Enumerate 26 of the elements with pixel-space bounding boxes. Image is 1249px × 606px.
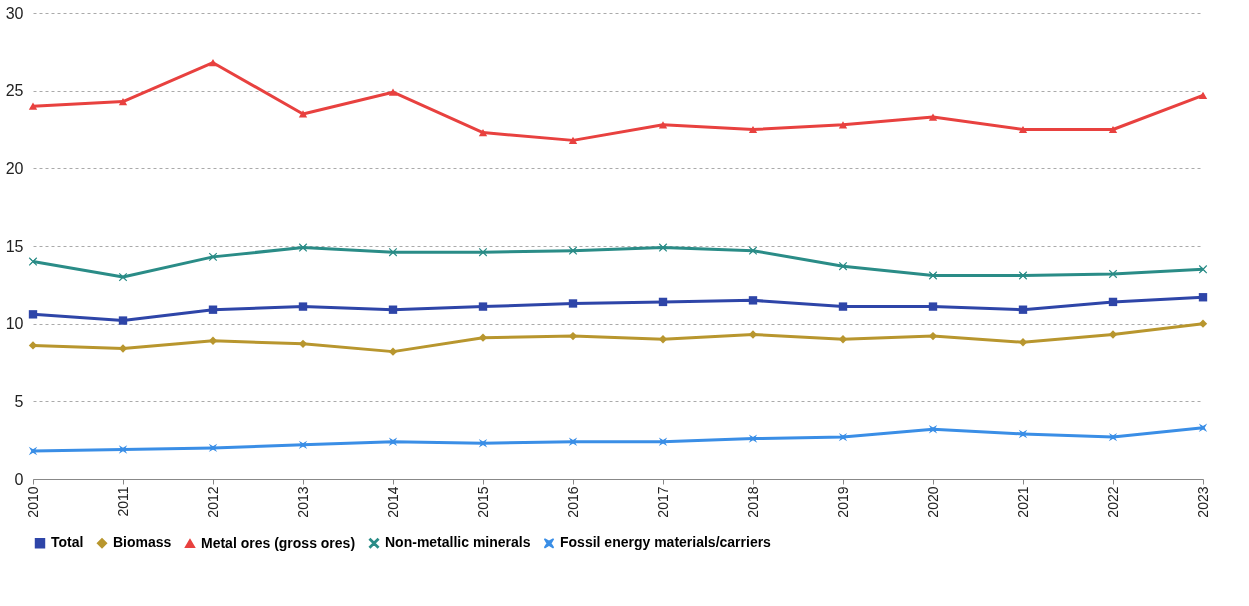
x-tick-label: 2017	[654, 486, 671, 518]
x-tick-label: 2014	[384, 486, 401, 518]
x-tick-label: 2019	[834, 486, 851, 518]
y-tick-label: 5	[14, 392, 24, 410]
x-tick-label: 2015	[474, 486, 491, 518]
x-tick-label: 2018	[744, 486, 761, 518]
legend-label: Biomass	[113, 534, 172, 551]
y-tick-label: 0	[14, 470, 24, 488]
legend-label: Non-metallic minerals	[385, 534, 531, 551]
y-tick-label: 25	[5, 82, 24, 100]
x-tick-label: 2012	[204, 486, 221, 518]
y-tick-label: 10	[5, 315, 24, 333]
x-tick-label: 2020	[924, 486, 941, 518]
x-tick-label: 2023	[1194, 486, 1211, 518]
x-tick-label: 2011	[114, 486, 131, 517]
x-tick-label: 2010	[24, 486, 41, 518]
y-tick-label: 30	[5, 4, 24, 22]
x-tick-label: 2013	[294, 486, 311, 518]
y-tick-label: 20	[5, 159, 24, 177]
x-tick-label: 2016	[564, 486, 581, 518]
x-tick-label: 2022	[1104, 486, 1121, 518]
legend-label: Fossil energy materials/carriers	[560, 534, 772, 551]
x-tick-label: 2021	[1014, 486, 1031, 518]
legend-label: Total	[51, 534, 84, 551]
y-tick-label: 15	[5, 237, 24, 255]
legend-label: Metal ores (gross ores)	[201, 534, 356, 551]
